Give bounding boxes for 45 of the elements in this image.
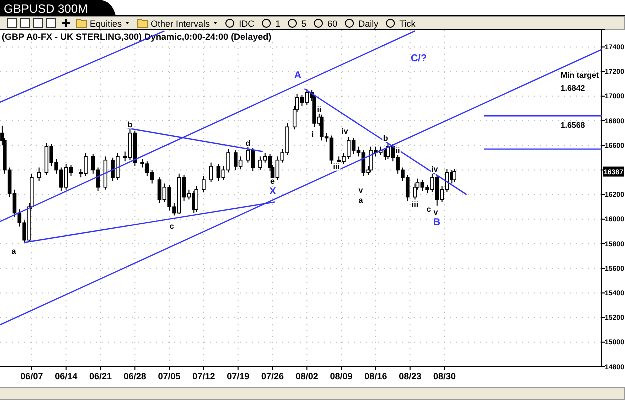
annotation: c [170, 222, 175, 231]
annotation: 1.6568 [560, 120, 586, 130]
annotation: v [434, 208, 439, 217]
text: Equities [90, 19, 123, 29]
annotation: ii [317, 106, 322, 115]
x-tick-label: 06/28 [124, 371, 146, 382]
annotation: d [246, 138, 251, 148]
text: Tick [400, 19, 416, 29]
annotation: X [270, 186, 277, 198]
x-tick-label: 08/16 [364, 371, 388, 382]
text: Daily [358, 19, 380, 29]
x-tick-label: 08/23 [399, 371, 422, 382]
annotation: iii [333, 162, 340, 172]
annotation: B [433, 218, 441, 228]
annotation: A [294, 70, 302, 82]
text: 1 [276, 19, 281, 29]
x-tick-label: 06/14 [55, 371, 78, 382]
x-tick-label: 06/07 [20, 371, 44, 382]
text: 60 [328, 19, 338, 29]
annotation: 1.6842 [560, 84, 586, 93]
text: IDC [239, 19, 256, 29]
annotation: c [426, 204, 432, 214]
x-tick-label: 07/05 [158, 371, 181, 382]
annotation: a [358, 196, 364, 205]
x-tick-label: 07/12 [192, 371, 216, 382]
annotation: iii [412, 200, 419, 210]
x-tick-label: 08/09 [330, 371, 353, 382]
x-tick-label: 07/26 [261, 371, 284, 382]
annotation: i [312, 130, 314, 139]
annotation: iv [432, 164, 439, 174]
x-tick-label: 08/30 [433, 371, 456, 382]
annotation: Min target [560, 70, 600, 80]
annotation: iv [342, 126, 349, 136]
chart-title: GBPUSD 300M [4, 2, 88, 16]
annotation: b [128, 120, 133, 130]
annotation: e [270, 177, 276, 186]
x-tick-label: 07/19 [227, 371, 250, 382]
text: Other Intervals [151, 19, 211, 29]
annotation: b [383, 134, 388, 144]
x-tick-label: 06/21 [89, 371, 112, 382]
annotation: C/? [410, 54, 428, 64]
text: 5 [302, 19, 307, 29]
annotation: a [12, 246, 17, 256]
annotation: v [358, 186, 364, 195]
x-tick-label: 08/02 [296, 371, 318, 382]
